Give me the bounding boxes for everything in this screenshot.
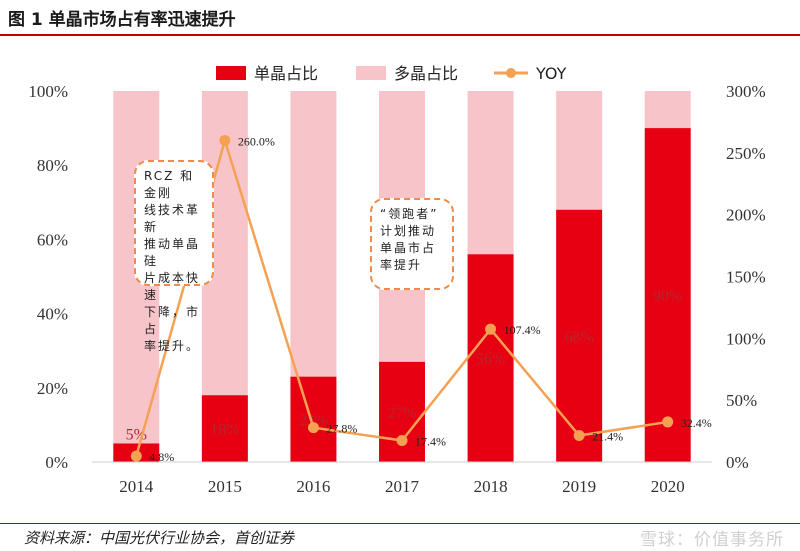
- yoy-value-label: 27.8%: [326, 422, 357, 436]
- y-right-tick-label: 50%: [726, 391, 757, 410]
- annotation-rcz-line: 线技术革新: [144, 203, 201, 234]
- legend-label-mono: 单晶占比: [254, 64, 318, 83]
- x-tick-label: 2018: [474, 477, 508, 496]
- yoy-value-label: 32.4%: [681, 416, 712, 430]
- figure-header: 图 1 单晶市场占有率迅速提升: [0, 0, 800, 32]
- bar-value-labels: 5% 18%23% 27%56%68%90%: [126, 288, 683, 443]
- y-right-tick-label: 100%: [726, 329, 766, 348]
- stacked-bar-yoy-chart: 单晶占比 多晶占比 YOY 0% 20% 40% 60% 80% 100% 0% 50% 10…: [28, 64, 766, 496]
- annotation-rcz-line: 下降，市占: [144, 305, 201, 336]
- figure-title: 图 1 单晶市场占有率迅速提升: [8, 10, 236, 30]
- y-left-tick-label: 100%: [28, 82, 68, 101]
- bar-value-label: 68%: [564, 329, 593, 346]
- bar-value-label: 27%: [387, 405, 416, 422]
- y-right-tick-label: 150%: [726, 268, 766, 287]
- bar-value-label: 23%: [299, 412, 328, 429]
- annotation-rcz-line: 片成本快速: [144, 271, 201, 302]
- y-right-tick-label: 250%: [726, 144, 766, 163]
- title-divider: [0, 34, 800, 36]
- annotation-rcz-line: 率提升。: [144, 339, 201, 353]
- annotation-rcz: RCZ 和金刚 线技术革新 推动单晶硅 片成本快速 下降，市占 率提升。: [134, 160, 214, 353]
- yoy-point: [219, 134, 231, 146]
- legend-swatch-multi: [356, 66, 386, 80]
- yoy-point: [307, 422, 319, 434]
- bar-value-label: 90%: [653, 288, 682, 305]
- x-axis: 2014 2015 2016 2017 2018 2019 2020: [119, 477, 684, 496]
- legend-swatch-mono: [216, 66, 246, 80]
- bar-multi-2020: [644, 91, 691, 129]
- y-axis-left: 0% 20% 40% 60% 80% 100%: [28, 82, 68, 472]
- y-left-tick-label: 40%: [37, 305, 68, 324]
- yoy-line: 4.8% 260.0% 27.8% 17.4% 107.4% 21.4% 32.4%: [130, 134, 712, 464]
- bar-mono-2015: [201, 395, 248, 462]
- bar-mono-2020: [644, 128, 691, 462]
- x-tick-label: 2020: [651, 477, 685, 496]
- annotation-leader-line: 率提升: [380, 258, 423, 272]
- x-tick-label: 2017: [385, 477, 420, 496]
- legend-label-multi: 多晶占比: [394, 64, 458, 83]
- bar-value-label: 18%: [210, 422, 239, 439]
- yoy-point: [396, 434, 408, 446]
- bar-value-label: 56%: [476, 351, 505, 368]
- bar-mono-2019: [556, 209, 603, 462]
- legend: 单晶占比 多晶占比 YOY: [216, 64, 567, 83]
- bar-multi-2018: [467, 91, 514, 255]
- y-right-tick-label: 0%: [726, 453, 749, 472]
- x-tick-label: 2014: [119, 477, 154, 496]
- bar-multi-2016: [290, 91, 337, 377]
- legend-marker-yoy: [506, 68, 516, 78]
- x-tick-label: 2016: [296, 477, 330, 496]
- annotation-leader-line: 计划推动: [380, 224, 437, 238]
- yoy-point: [662, 416, 674, 428]
- y-right-tick-label: 200%: [726, 206, 766, 225]
- annotation-rcz-line: RCZ 和金刚: [144, 169, 195, 200]
- y-left-tick-label: 80%: [37, 156, 68, 175]
- footer-divider: [0, 523, 800, 524]
- yoy-point: [130, 450, 142, 462]
- y-left-tick-label: 0%: [45, 453, 68, 472]
- source-note: 资料来源：中国光伏行业协会，首创证券: [24, 529, 295, 547]
- watermark: 雪球：价值事务所: [640, 530, 784, 550]
- annotation-rcz-line: 推动单晶硅: [144, 237, 201, 268]
- bar-mono-2018: [467, 254, 514, 462]
- yoy-value-label: 21.4%: [592, 430, 623, 444]
- y-axis-right: 0% 50% 100% 150% 200% 250% 300%: [726, 82, 766, 472]
- x-tick-label: 2015: [208, 477, 242, 496]
- annotation-leader-line: 单晶市占: [380, 241, 437, 255]
- bar-mono-2016: [290, 376, 337, 462]
- bar-multi-2019: [556, 91, 603, 210]
- y-right-tick-label: 300%: [726, 82, 766, 101]
- x-tick-label: 2019: [562, 477, 596, 496]
- y-left-tick-label: 60%: [37, 230, 68, 249]
- yoy-value-label: 107.4%: [504, 323, 541, 337]
- yoy-point: [573, 430, 585, 442]
- yoy-value-label: 260.0%: [238, 134, 275, 148]
- legend-label-yoy: YOY: [535, 64, 567, 83]
- yoy-value-label: 4.8%: [149, 450, 174, 464]
- y-left-tick-label: 20%: [37, 379, 68, 398]
- yoy-point: [485, 323, 497, 335]
- annotation-leader-line: “领跑者”: [380, 207, 439, 221]
- yoy-value-label: 17.4%: [415, 434, 446, 448]
- annotation-leader: “领跑者” 计划推动 单晶市占 率提升: [370, 198, 454, 290]
